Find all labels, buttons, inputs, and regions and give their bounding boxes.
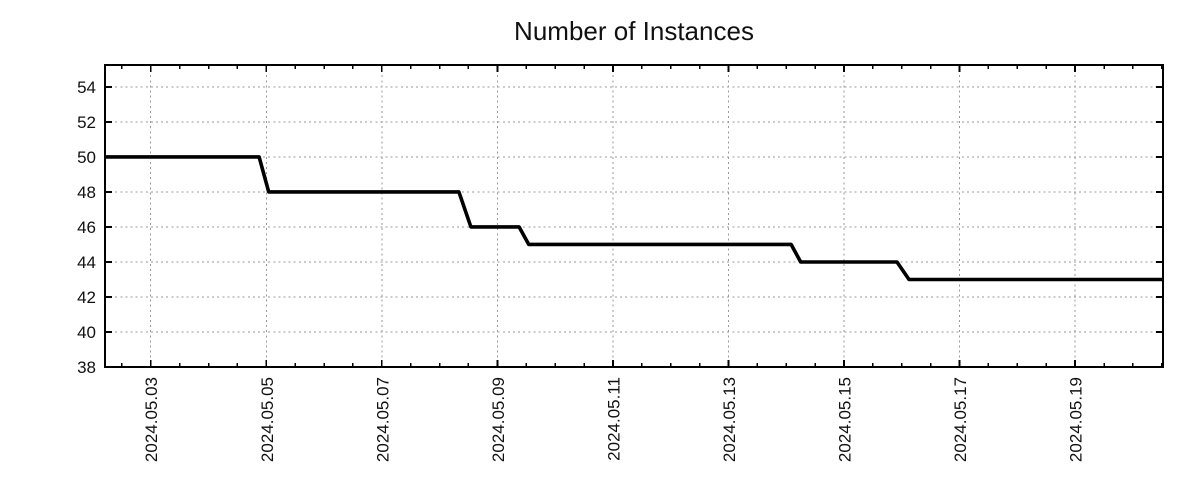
y-tick-label: 44 xyxy=(77,253,96,272)
y-tick-label: 38 xyxy=(77,358,96,377)
y-tick-label: 48 xyxy=(77,183,96,202)
x-tick-label: 2024.05.15 xyxy=(836,377,855,462)
chart-title: Number of Instances xyxy=(514,16,754,46)
plot-border xyxy=(104,64,1164,368)
y-tick-label: 46 xyxy=(77,218,96,237)
x-tick-label: 2024.05.17 xyxy=(951,377,970,462)
y-tick-label: 52 xyxy=(77,113,96,132)
x-tick-label: 2024.05.05 xyxy=(258,377,277,462)
plot-area: 2024.05.03 2024.05.05 2024.05.07 2024.05.09… xyxy=(77,64,1164,462)
y-tick-label: 54 xyxy=(77,78,96,97)
x-tick-label: 2024.05.07 xyxy=(373,377,392,462)
y-tick-label: 40 xyxy=(77,323,96,342)
x-tick-label: 2024.05.09 xyxy=(489,377,508,462)
data-line xyxy=(105,155,1163,282)
x-tick-label: 2024.05.13 xyxy=(720,377,739,462)
y-tick-label: 42 xyxy=(77,288,96,307)
x-tick-label: 2024.05.19 xyxy=(1067,377,1086,462)
x-tick-label: 2024.05.11 xyxy=(604,377,623,461)
y-tick-label: 50 xyxy=(77,148,96,167)
x-tick-label: 2024.05.03 xyxy=(142,377,161,462)
